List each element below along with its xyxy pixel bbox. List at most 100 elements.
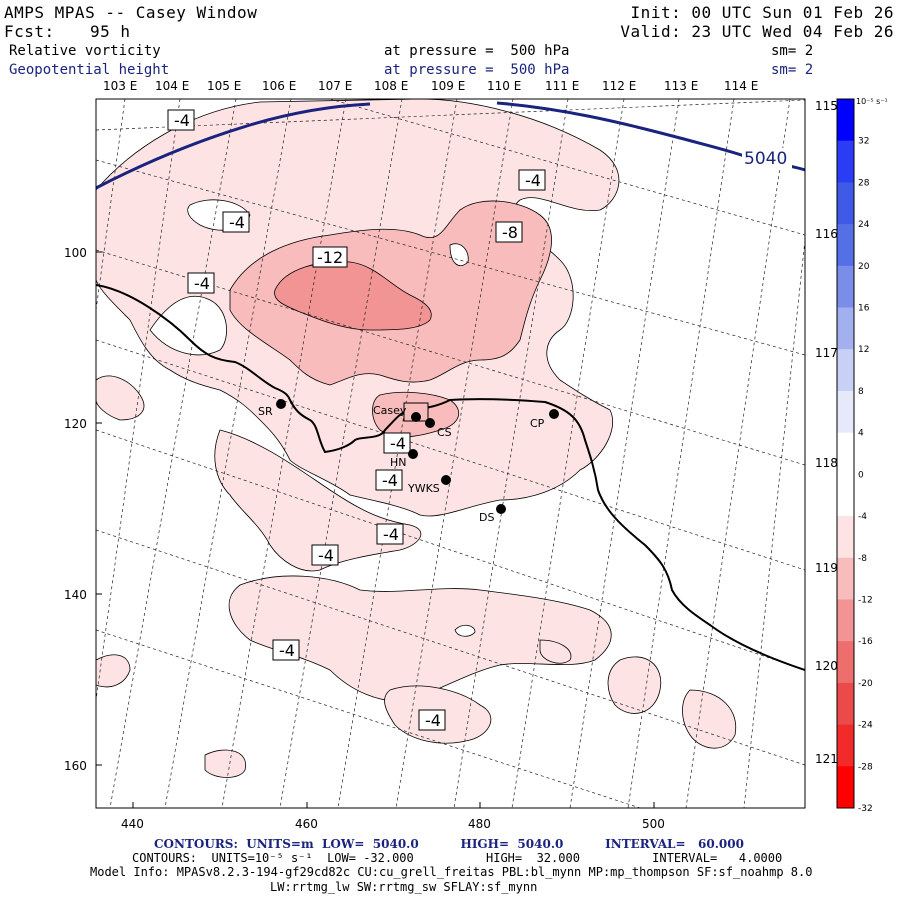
colorbar-segment	[837, 349, 854, 392]
vort-label-8: -4	[375, 469, 403, 491]
svg-text:440: 440	[121, 817, 144, 831]
svg-text:114 E: 114 E	[724, 79, 758, 93]
valid-time: Valid: 23 UTC Wed 04 Feb 26	[620, 22, 894, 41]
vort-label-2: -4	[222, 211, 250, 233]
vort-label-12: -4	[418, 709, 446, 731]
colorbar-tick-label: -8	[858, 554, 867, 564]
colorbar-tick-label: -4	[858, 512, 867, 522]
station-cp: CP	[530, 409, 559, 430]
svg-text:-4: -4	[382, 471, 398, 490]
svg-text:120: 120	[64, 417, 87, 431]
forecast-hour: 95 h	[90, 22, 131, 41]
vort-label-5: -12	[312, 246, 348, 268]
svg-text:-4: -4	[425, 711, 441, 730]
colorbar-segment	[837, 474, 854, 517]
colorbar-tick-label: 32	[858, 137, 869, 147]
plot-frame	[95, 98, 806, 809]
svg-text:112 E: 112 E	[602, 79, 636, 93]
colorbar-segment	[837, 182, 854, 225]
graticule	[96, 99, 805, 808]
axis-labels: 100 120 140 160 440 460 480 500	[64, 246, 665, 831]
svg-text:104 E: 104 E	[155, 79, 189, 93]
vort-label-9: -4	[376, 523, 404, 545]
svg-text:107 E: 107 E	[318, 79, 352, 93]
colorbar-tick-label: 16	[858, 304, 870, 314]
colorbar: 32 28 24 20 16 12 8 4 0 -4 -8 -12 -16 -20 -24 -28 -32	[836, 98, 873, 814]
colorbar-tick-label: -28	[858, 762, 873, 772]
svg-text:-8: -8	[502, 223, 518, 242]
colorbar-segment	[837, 516, 854, 559]
colorbar-tick-label: 8	[858, 387, 864, 397]
field1-smoothing: sm= 2	[771, 43, 814, 59]
height-contour-label: 5040	[742, 148, 792, 169]
vort-label-1: -4	[167, 109, 195, 131]
svg-text:105 E: 105 E	[207, 79, 241, 93]
colorbar-tick-label: -20	[858, 679, 873, 689]
vort-label-3: -4	[518, 169, 546, 191]
colorbar-segment	[837, 641, 854, 684]
contour-labels: -4 -4 -4 -8 -12 -4 -4 -4 -4 -4 -4 -4 504…	[167, 109, 792, 731]
svg-text:Casey: Casey	[373, 404, 407, 417]
colorbar-segment	[837, 432, 854, 475]
svg-text:CS: CS	[437, 426, 452, 439]
field2-level: at pressure = 500 hPa	[384, 62, 570, 78]
colorbar-segment	[837, 599, 854, 642]
vort-label-4: -8	[495, 221, 523, 243]
svg-text:-4: -4	[383, 525, 399, 544]
svg-text:100: 100	[64, 246, 87, 260]
colorbar-tick-label: 12	[858, 345, 869, 355]
colorbar-tick-label: 28	[858, 178, 870, 188]
svg-text:160: 160	[64, 759, 87, 773]
colorbar-tick-label: 0	[858, 470, 864, 480]
vort-label-7: -4	[383, 432, 411, 454]
vort-label-11: -4	[272, 639, 300, 661]
field2-smoothing: sm= 2	[771, 62, 814, 78]
svg-text:-12: -12	[317, 248, 343, 267]
svg-text:110 E: 110 E	[487, 79, 521, 93]
svg-text:106 E: 106 E	[262, 79, 296, 93]
svg-text:-4: -4	[194, 274, 210, 293]
coastline	[96, 284, 805, 671]
field2-name: Geopotential height	[9, 62, 170, 78]
model-info-physics: LW:rrtmg_lw SW:rrtmg_sw SFLAY:sf_mynn	[270, 880, 538, 894]
svg-text:103 E: 103 E	[103, 79, 137, 93]
colorbar-segment	[837, 682, 854, 726]
station-ds: DS	[479, 504, 506, 524]
colorbar-tick-label: -16	[858, 637, 873, 647]
top-longitude-labels: 103 E 104 E 105 E 106 E 107 E 108 E 109 …	[103, 79, 758, 93]
vorticity-shade-south	[214, 429, 422, 572]
station-casey: Casey	[373, 402, 429, 422]
station-hn: HN	[390, 449, 418, 469]
colorbar-tick-label: 4	[858, 429, 864, 439]
colorbar-frame	[836, 98, 855, 809]
forecast-label: Fcst:	[4, 22, 55, 41]
vort-label-6: -4	[187, 272, 215, 294]
stations: SR Casey CS HN YWKS CP DS	[258, 399, 559, 524]
colorbar-unit: 10⁻⁵ s⁻¹	[856, 97, 888, 106]
height-contour-info: CONTOURS: UNITS=m LOW= 5040.0 HIGH= 5040…	[154, 837, 744, 851]
colorbar-segment	[837, 390, 854, 434]
vort-label-10: -4	[311, 544, 339, 566]
colorbar-segment	[837, 766, 854, 809]
model-info: Model Info: MPASv8.2.3-194-gf29cd82c CU:…	[90, 865, 813, 879]
field1-name: Relative vorticity	[9, 43, 161, 59]
vorticity-shade-dark	[274, 261, 432, 331]
svg-text:-4: -4	[174, 111, 190, 130]
svg-text:5040: 5040	[744, 149, 787, 169]
init-time: Init: 00 UTC Sun 01 Feb 26	[630, 3, 894, 22]
colorbar-tick-label: 20	[858, 262, 870, 272]
svg-text:460: 460	[295, 817, 318, 831]
svg-text:-4: -4	[318, 546, 334, 565]
field1-level: at pressure = 500 hPa	[384, 43, 570, 59]
station-sr: SR	[258, 399, 286, 418]
svg-text:-4: -4	[390, 434, 406, 453]
station-cs: CS	[425, 418, 452, 439]
height-contour-west	[96, 102, 371, 190]
svg-text:109 E: 109 E	[431, 79, 465, 93]
svg-text:-4: -4	[525, 171, 541, 190]
svg-text:DS: DS	[479, 511, 494, 524]
svg-text:140: 140	[64, 588, 87, 602]
colorbar-segment	[837, 724, 854, 767]
svg-text:-4: -4	[279, 641, 295, 660]
